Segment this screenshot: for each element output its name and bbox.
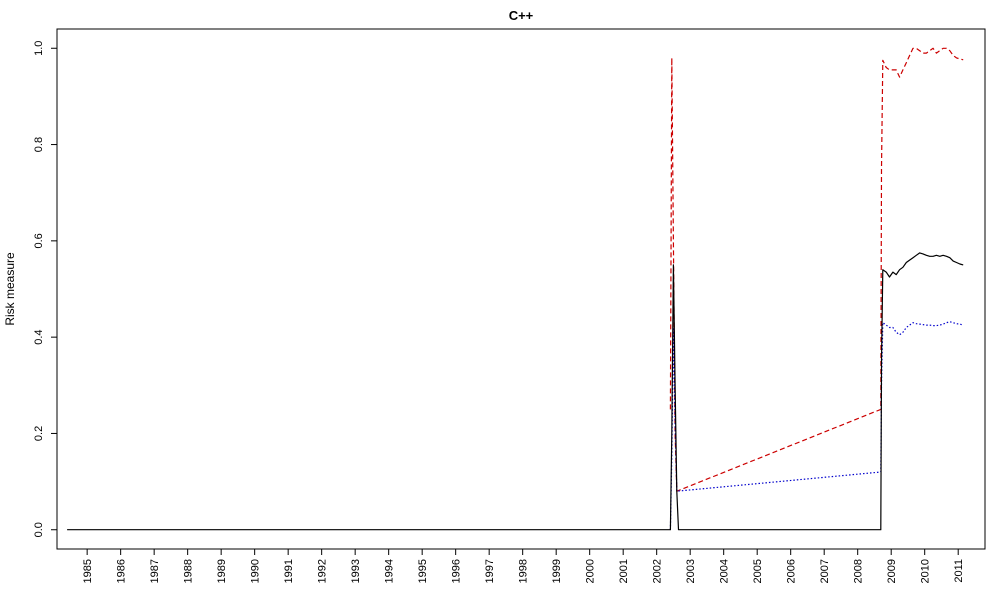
x-tick-label: 1996 — [451, 559, 463, 583]
x-tick-label: 1987 — [149, 559, 161, 583]
x-tick-label: 1985 — [82, 559, 94, 583]
x-tick-label: 1995 — [417, 559, 429, 583]
x-tick-label: 2008 — [853, 559, 865, 583]
x-tick-label: 2007 — [819, 559, 831, 583]
series-line-solid — [67, 252, 964, 531]
x-tick-label: 2011 — [953, 559, 965, 583]
x-tick-label: 2009 — [886, 559, 898, 583]
series-line-dashed — [669, 47, 964, 492]
chart-title: C++ — [509, 8, 534, 23]
series-layer — [67, 47, 964, 531]
x-tick-label: 1991 — [283, 559, 295, 583]
x-tick-label: 1990 — [250, 559, 262, 583]
y-axis: 0.0 0.2 0.4 0.6 0.8 1.0 — [33, 41, 57, 537]
x-tick-label: 1986 — [116, 559, 128, 583]
x-tick-label: 2006 — [786, 559, 798, 583]
series-line-dotted — [669, 321, 964, 530]
x-tick-label: 1997 — [484, 559, 496, 583]
x-tick-label: 2003 — [685, 559, 697, 583]
x-tick-label: 2000 — [585, 559, 597, 583]
x-tick-label: 1994 — [384, 559, 396, 583]
x-tick-label: 1998 — [518, 559, 530, 583]
y-tick-label: 0.2 — [33, 426, 45, 441]
y-tick-label: 0.8 — [33, 137, 45, 152]
y-tick-label: 0.6 — [33, 233, 45, 248]
x-tick-label: 2004 — [719, 559, 731, 583]
x-tick-label: 2005 — [752, 559, 764, 583]
x-tick-label: 1992 — [317, 559, 329, 583]
x-tick-label: 2002 — [652, 559, 664, 583]
x-tick-label: 1999 — [551, 559, 563, 583]
x-tick-label: 1989 — [216, 559, 228, 583]
x-tick-label: 1993 — [350, 559, 362, 583]
plot-frame — [56, 28, 986, 550]
x-tick-label: 2010 — [920, 559, 932, 583]
y-axis-label: Risk measure — [3, 252, 17, 326]
y-tick-label: 0.4 — [33, 329, 45, 344]
x-axis: 1985 1986 1987 1988 1989 1990 1991 1992 1993 1994… — [82, 549, 965, 583]
y-tick-label: 0.0 — [33, 522, 45, 537]
x-tick-label: 1988 — [183, 559, 195, 583]
x-tick-label: 2001 — [618, 559, 630, 583]
y-tick-label: 1.0 — [33, 41, 45, 56]
